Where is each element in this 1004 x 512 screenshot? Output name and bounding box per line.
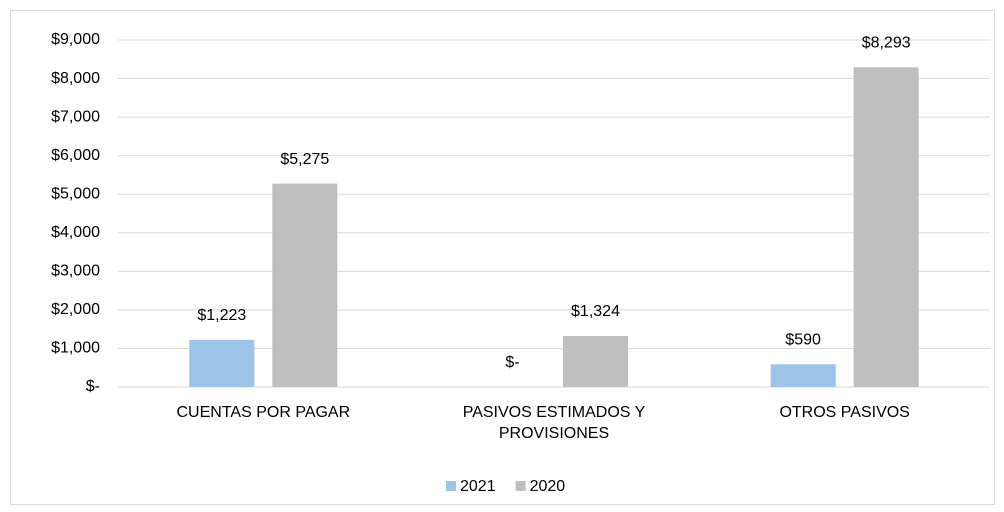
data-label: $8,293 [862,34,911,51]
data-label: $1,223 [197,307,246,324]
bar [272,183,338,387]
y-tick-label: $1,000 [51,340,100,357]
y-tick-label: $3,000 [51,263,100,280]
y-tick-label: $8,000 [51,70,100,87]
data-label: $590 [785,331,821,348]
y-tick-label: $4,000 [51,224,100,241]
legend-swatch [515,481,526,491]
y-tick-label: $9,000 [51,31,100,48]
x-tick-label: OTROS PASIVOS [779,404,910,421]
bar [189,339,255,387]
legend-label: 2021 [460,478,496,495]
y-tick-label: $- [86,378,100,395]
y-tick-label: $5,000 [51,185,100,202]
chart-frame [10,10,995,505]
y-tick-label: $2,000 [51,301,100,318]
data-label: $1,324 [571,303,620,320]
legend-label: 2020 [530,478,566,495]
legend-swatch [446,481,456,491]
y-tick-label: $7,000 [51,108,100,125]
data-label: $5,275 [280,151,329,168]
y-tick-label: $6,000 [51,147,100,164]
data-label: $- [505,354,519,371]
x-tick-label: CUENTAS POR PAGAR [176,404,351,421]
x-tick-label: PASIVOS ESTIMADOS Y PROVISIONES [462,404,646,442]
bar [770,364,836,387]
bar [853,67,919,387]
bar [563,335,628,387]
